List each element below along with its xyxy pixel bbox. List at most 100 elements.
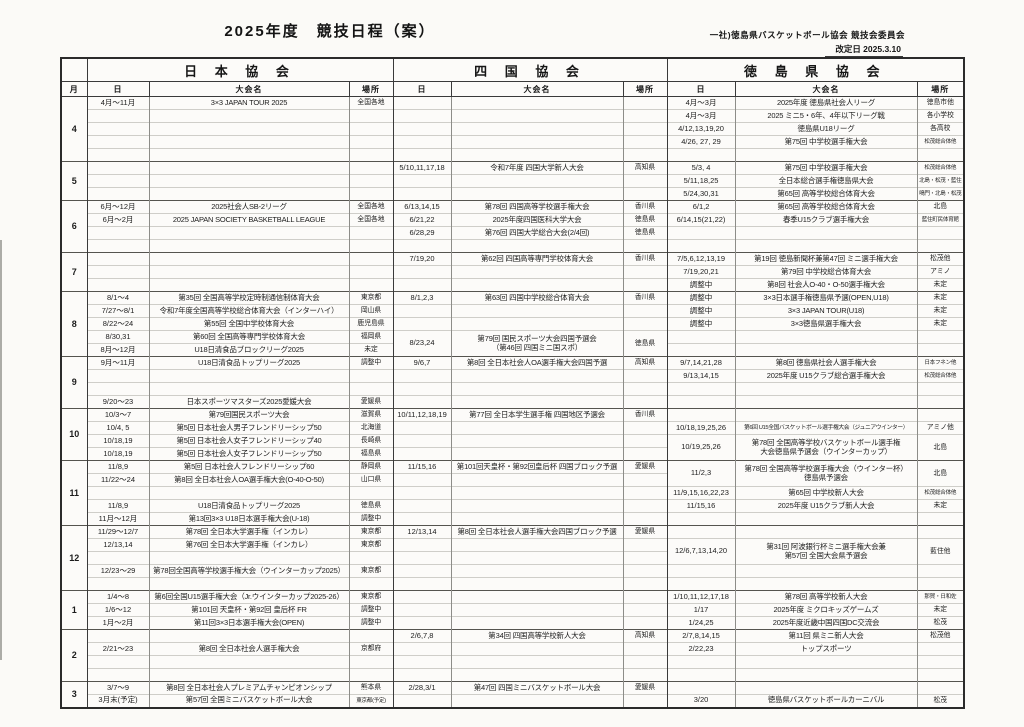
date-cell: 6/14,15(21,22) [666, 213, 736, 227]
date-cell: 11/8,9 [86, 460, 149, 474]
date-cell: 4/12,13,19,20 [666, 122, 736, 136]
date-cell [86, 161, 149, 175]
date-cell [86, 109, 149, 123]
place-cell: アミノ他 [916, 421, 965, 435]
event-cell [734, 148, 918, 162]
date-cell [392, 590, 452, 604]
date-cell [86, 551, 149, 565]
place-cell: 北島 [916, 460, 965, 487]
place-cell: 未定 [916, 278, 965, 292]
event-cell [148, 122, 349, 136]
date-cell: 7/19,20 [392, 252, 452, 266]
date-cell: 9/7,14,21,28 [666, 356, 736, 370]
event-cell: 第8回 全日本社会人プレミアムチャンピオンシップ [148, 681, 349, 695]
date-cell [392, 616, 452, 630]
month-cell: 2 [61, 629, 87, 682]
event-cell: 第65回 中学校新人大会 [734, 486, 918, 500]
event-cell [450, 434, 624, 448]
place-cell [348, 122, 394, 136]
event-cell: 第35回 全国高等学校定時制通信制体育大会 [148, 291, 349, 305]
date-cell [392, 122, 452, 136]
date-cell: 2/22,23 [666, 642, 736, 656]
event-cell: 2025年度 U15クラブ総合選手権大会 [734, 369, 918, 383]
place-cell [622, 421, 668, 435]
place-cell: 高知県 [622, 161, 668, 175]
date-cell: 10/18,19,25,26 [666, 421, 736, 435]
date-cell: 7/27～8/1 [86, 304, 149, 318]
place-cell [348, 252, 394, 266]
event-cell [148, 252, 349, 266]
date-cell: 5/10,11,17,18 [392, 161, 452, 175]
event-cell: 第77回 全日本学生選手権 四国地区予選会 [450, 408, 624, 422]
place-cell: 松茂 [916, 694, 965, 708]
date-cell [86, 655, 149, 669]
place-cell: 全国各地 [348, 213, 394, 227]
place-cell [348, 668, 394, 682]
section-header: 徳 島 県 協 会 [666, 57, 965, 82]
month-cell: 5 [61, 161, 87, 201]
column-header: 場所 [622, 81, 668, 97]
event-cell [148, 174, 349, 188]
event-cell [450, 538, 624, 552]
date-cell: 1月～2月 [86, 616, 149, 630]
date-cell [86, 486, 149, 500]
date-cell: 1/4～8 [86, 590, 149, 604]
event-cell: 3×3徳島県選手権大会 [734, 317, 918, 331]
event-cell: 第101回 天皇杯・第92回 皇后杯 FR [148, 603, 349, 617]
event-cell: 第5回 日本社会人男子フレンドリーシップ50 [148, 421, 349, 435]
event-cell: 第8回 社会人O-40・O-50選手権大会 [734, 278, 918, 292]
place-cell [348, 187, 394, 201]
date-cell [86, 226, 149, 240]
place-cell [622, 122, 668, 136]
event-cell [734, 226, 918, 240]
event-cell: 第75回 中学校選手権大会 [734, 161, 918, 175]
date-cell [392, 304, 452, 318]
place-cell: 東京都 [348, 564, 394, 578]
place-cell: 未定 [916, 499, 965, 513]
table-header: 日 本 協 会四 国 協 会徳 島 県 協 会月日大会名 場所日大会名 場所日大会名… [60, 57, 965, 97]
place-cell [622, 577, 668, 591]
event-cell [148, 187, 349, 201]
event-cell: U18日清食品ブロックリーグ2025 [148, 343, 349, 357]
date-cell [392, 655, 452, 669]
event-cell [734, 564, 918, 578]
place-cell [622, 278, 668, 292]
place-cell: 未定 [916, 317, 965, 331]
date-cell [666, 577, 736, 591]
event-cell: 第11回 県ミニ新人大会 [734, 629, 918, 643]
place-cell [622, 174, 668, 188]
event-cell [148, 629, 349, 643]
event-cell [450, 473, 624, 487]
event-cell [734, 330, 918, 344]
event-cell: 日本スポーツマスターズ2025愛媛大会 [148, 395, 349, 409]
event-cell [450, 447, 624, 461]
event-cell: 2025 JAPAN SOCIETY BASKETBALL LEAGUE [148, 213, 349, 227]
place-cell: 高知県 [622, 356, 668, 370]
place-cell [348, 278, 394, 292]
place-cell: アミノ [916, 265, 965, 279]
event-cell [734, 395, 918, 409]
event-cell [734, 239, 918, 253]
event-cell: 第78回 全国高等学校バスケットボール選手権 大会徳島県予選会（ウインターカップ） [734, 434, 918, 461]
date-cell [392, 447, 452, 461]
event-cell: 2025年度 徳島県社会人リーグ [734, 96, 918, 110]
date-cell: 3/7～9 [86, 681, 149, 695]
month-cell: 10 [61, 408, 87, 461]
place-cell: 熊本県 [348, 681, 394, 695]
date-cell: 11/8,9 [86, 499, 149, 513]
place-cell [622, 109, 668, 123]
place-cell [622, 395, 668, 409]
date-cell [86, 382, 149, 396]
event-cell: 3×3 JAPAN TOUR(U18) [734, 304, 918, 318]
place-cell [622, 447, 668, 461]
event-cell: 第60回 全国高等専門学校体育大会 [148, 330, 349, 344]
schedule-table: 日 本 協 会四 国 協 会徳 島 県 協 会月日大会名 場所日大会名 場所日大会名… [60, 57, 966, 709]
month-cell: 7 [61, 252, 87, 292]
date-cell: 11/29～12/7 [86, 525, 149, 539]
date-cell: 4/26, 27, 29 [666, 135, 736, 149]
place-cell: 山口県 [348, 473, 394, 487]
event-cell [450, 148, 624, 162]
place-cell: 滋賀県 [348, 408, 394, 422]
event-cell: 第5回 日本社会人女子フレンドリーシップ40 [148, 434, 349, 448]
event-cell: 第8回 徳島県社会人選手権大会 [734, 356, 918, 370]
